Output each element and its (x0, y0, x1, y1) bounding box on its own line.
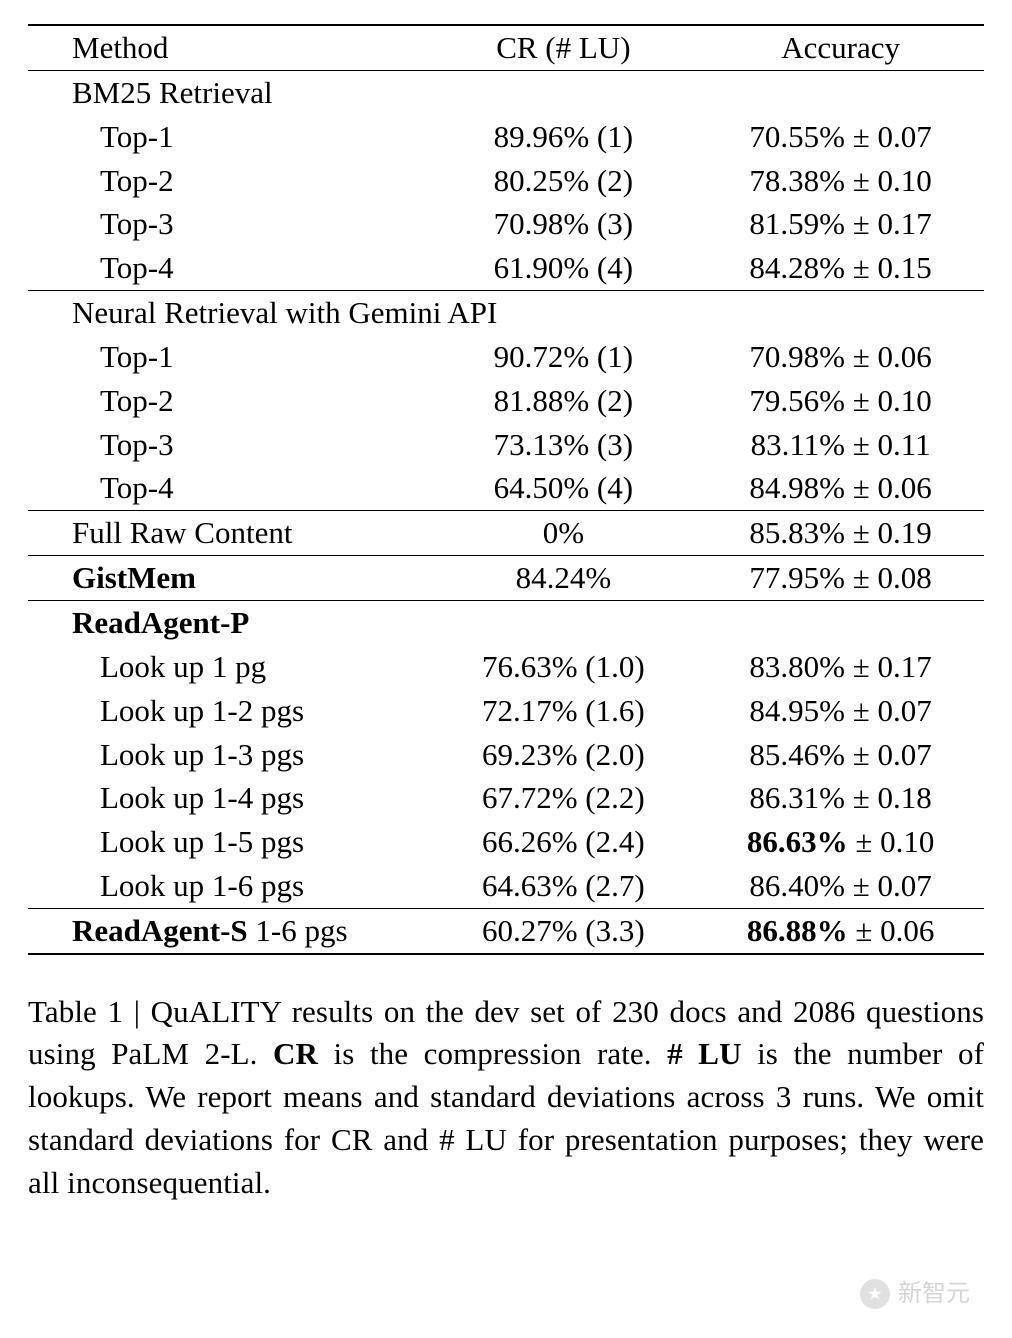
table-row: Look up 1 pg 76.63% (1.0) 83.80% ± 0.17 (28, 645, 984, 689)
cr-cell: 81.88% (2) (430, 379, 698, 423)
cr-cell: 0% (430, 511, 698, 556)
caption-cr-bold: CR (273, 1036, 318, 1071)
col-header-accuracy: Accuracy (697, 25, 984, 70)
col-header-method: Method (28, 25, 430, 70)
table-caption: Table 1 | QuALITY results on the dev set… (28, 991, 984, 1205)
table-row: Look up 1-4 pgs 67.72% (2.2) 86.31% ± 0.… (28, 776, 984, 820)
method-cell: Top-1 (28, 115, 430, 159)
cr-cell: 90.72% (1) (430, 335, 698, 379)
method-cell: Look up 1-3 pgs (28, 733, 430, 777)
cr-cell: 72.17% (1.6) (430, 689, 698, 733)
cr-cell: 73.13% (3) (430, 423, 698, 467)
method-rest: 1-6 pgs (248, 913, 348, 948)
table-header-row: Method CR (# LU) Accuracy (28, 25, 984, 70)
acc-cell: 85.46% ± 0.07 (697, 733, 984, 777)
method-cell: Top-3 (28, 202, 430, 246)
section-label: BM25 Retrieval (28, 70, 984, 114)
method-cell: Look up 1 pg (28, 645, 430, 689)
table-row: Top-4 61.90% (4) 84.28% ± 0.15 (28, 246, 984, 290)
table-row: Top-1 90.72% (1) 70.98% ± 0.06 (28, 335, 984, 379)
table-row: Look up 1-2 pgs 72.17% (1.6) 84.95% ± 0.… (28, 689, 984, 733)
acc-cell: 81.59% ± 0.17 (697, 202, 984, 246)
section-row-readagent-p: ReadAgent-P (28, 600, 984, 644)
acc-cell: 86.63% ± 0.10 (697, 820, 984, 864)
watermark: 新智元 (860, 1278, 970, 1310)
acc-cell: 84.98% ± 0.06 (697, 466, 984, 510)
section-label: ReadAgent-P (28, 600, 984, 644)
table-row-readagent-s: ReadAgent-S 1-6 pgs 60.27% (3.3) 86.88% … (28, 908, 984, 953)
section-row-bm25: BM25 Retrieval (28, 70, 984, 114)
acc-cell: 70.98% ± 0.06 (697, 335, 984, 379)
table-row: Look up 1-5 pgs 66.26% (2.4) 86.63% ± 0.… (28, 820, 984, 864)
acc-cell: 77.95% ± 0.08 (697, 556, 984, 601)
table-row-gistmem: GistMem 84.24% 77.95% ± 0.08 (28, 556, 984, 601)
cr-cell: 66.26% (2.4) (430, 820, 698, 864)
acc-cell: 86.40% ± 0.07 (697, 864, 984, 908)
method-cell: Top-3 (28, 423, 430, 467)
table-row: Look up 1-6 pgs 64.63% (2.7) 86.40% ± 0.… (28, 864, 984, 908)
method-cell: ReadAgent-S 1-6 pgs (28, 908, 430, 953)
table-row: Top-3 70.98% (3) 81.59% ± 0.17 (28, 202, 984, 246)
method-cell: Look up 1-4 pgs (28, 776, 430, 820)
caption-lu-bold: # LU (667, 1036, 741, 1071)
acc-cell: 78.38% ± 0.10 (697, 159, 984, 203)
acc-cell: 83.80% ± 0.17 (697, 645, 984, 689)
method-cell: Top-4 (28, 246, 430, 290)
acc-cell: 85.83% ± 0.19 (697, 511, 984, 556)
method-cell: Look up 1-5 pgs (28, 820, 430, 864)
cr-cell: 84.24% (430, 556, 698, 601)
acc-value-bold: 86.88% (747, 913, 848, 948)
method-bold: ReadAgent-S (72, 913, 248, 948)
table-row: Look up 1-3 pgs 69.23% (2.0) 85.46% ± 0.… (28, 733, 984, 777)
section-label: Neural Retrieval with Gemini API (28, 291, 984, 335)
cr-cell: 64.50% (4) (430, 466, 698, 510)
acc-cell: 86.31% ± 0.18 (697, 776, 984, 820)
method-cell: Full Raw Content (28, 511, 430, 556)
acc-cell: 86.88% ± 0.06 (697, 908, 984, 953)
table-row: Top-4 64.50% (4) 84.98% ± 0.06 (28, 466, 984, 510)
results-table: Method CR (# LU) Accuracy BM25 Retrieval… (28, 24, 984, 955)
acc-cell: 84.28% ± 0.15 (697, 246, 984, 290)
cr-cell: 67.72% (2.2) (430, 776, 698, 820)
cr-cell: 69.23% (2.0) (430, 733, 698, 777)
method-cell: Look up 1-6 pgs (28, 864, 430, 908)
cr-cell: 80.25% (2) (430, 159, 698, 203)
table-row: Top-3 73.13% (3) 83.11% ± 0.11 (28, 423, 984, 467)
table-row: Top-2 80.25% (2) 78.38% ± 0.10 (28, 159, 984, 203)
cr-cell: 70.98% (3) (430, 202, 698, 246)
cr-cell: 76.63% (1.0) (430, 645, 698, 689)
acc-value-bold: 86.63% (747, 824, 848, 859)
cr-cell: 61.90% (4) (430, 246, 698, 290)
acc-err: ± 0.10 (848, 824, 935, 859)
table-row: Top-1 89.96% (1) 70.55% ± 0.07 (28, 115, 984, 159)
watermark-text: 新智元 (898, 1278, 970, 1310)
section-row-neural: Neural Retrieval with Gemini API (28, 291, 984, 335)
cr-cell: 89.96% (1) (430, 115, 698, 159)
acc-cell: 79.56% ± 0.10 (697, 379, 984, 423)
method-cell: GistMem (28, 556, 430, 601)
col-header-cr: CR (# LU) (430, 25, 698, 70)
table-row: Top-2 81.88% (2) 79.56% ± 0.10 (28, 379, 984, 423)
method-cell: Look up 1-2 pgs (28, 689, 430, 733)
table-row-fullraw: Full Raw Content 0% 85.83% ± 0.19 (28, 511, 984, 556)
watermark-icon (860, 1279, 890, 1309)
cr-cell: 64.63% (2.7) (430, 864, 698, 908)
acc-cell: 70.55% ± 0.07 (697, 115, 984, 159)
acc-err: ± 0.06 (848, 913, 935, 948)
acc-cell: 84.95% ± 0.07 (697, 689, 984, 733)
method-cell: Top-2 (28, 159, 430, 203)
method-cell: Top-1 (28, 335, 430, 379)
cr-cell: 60.27% (3.3) (430, 908, 698, 953)
acc-cell: 83.11% ± 0.11 (697, 423, 984, 467)
method-cell: Top-2 (28, 379, 430, 423)
caption-text: is the compression rate. (318, 1036, 667, 1071)
method-cell: Top-4 (28, 466, 430, 510)
